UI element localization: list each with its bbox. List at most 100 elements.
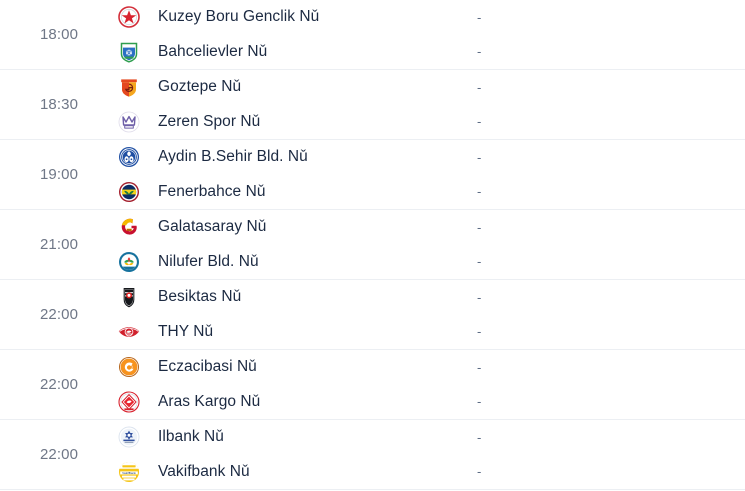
scores-cell: --: [473, 140, 745, 209]
match-time: 22:00: [39, 446, 79, 463]
away-team-name[interactable]: Bahcelievler Nǔ: [158, 42, 268, 60]
fixture-row[interactable]: 18:00 Kuzey Boru Genclik Nǔ Bahcelievler…: [0, 0, 745, 70]
home-score-line: -: [473, 0, 745, 35]
scores-cell: --: [473, 70, 745, 139]
teams-cell: Besiktas Nǔ THY Nǔ: [118, 280, 473, 349]
match-time: 21:00: [39, 236, 79, 253]
away-team-line[interactable]: Nilufer Bld. Nǔ: [118, 245, 473, 280]
fixture-row[interactable]: 19:00 Aydin B.Sehir Bld. Nǔ Fenerbahce N…: [0, 140, 745, 210]
home-score-line: -: [473, 280, 745, 315]
home-score-line: -: [473, 350, 745, 385]
scores-cell: --: [473, 350, 745, 419]
scores-cell: --: [473, 0, 745, 69]
fixture-row[interactable]: 22:00 Besiktas Nǔ THY Nǔ - -: [0, 280, 745, 350]
away-team-line[interactable]: VakifBank Vakifbank Nǔ: [118, 455, 473, 490]
home-team-name[interactable]: Eczacibasi Nǔ: [158, 358, 257, 376]
teams-cell: Goztepe Nǔ Zeren Spor Nǔ: [118, 70, 473, 139]
home-team-name[interactable]: Aydin B.Sehir Bld. Nǔ: [158, 148, 308, 166]
fixture-row[interactable]: 18:30 Goztepe Nǔ Zeren Spor Nǔ - -: [0, 70, 745, 140]
away-team-name[interactable]: Nilufer Bld. Nǔ: [158, 252, 259, 270]
aras-kargo-logo: [118, 391, 140, 413]
away-team-line[interactable]: Aras Kargo Nǔ: [118, 385, 473, 420]
away-team-name[interactable]: Vakifbank Nǔ: [158, 462, 250, 480]
home-score-line: -: [473, 420, 745, 455]
away-score-line: -: [473, 35, 745, 70]
home-team-line[interactable]: Galatasaray Nǔ: [118, 210, 473, 245]
home-score: -: [477, 149, 482, 165]
home-score-line: -: [473, 70, 745, 105]
zeren-spor-logo: [118, 111, 140, 133]
scores-cell: --: [473, 420, 745, 489]
scores-cell: --: [473, 210, 745, 279]
fixture-row[interactable]: 22:00 Eczacibasi Nǔ Aras Kargo Nǔ - -: [0, 350, 745, 420]
away-score: -: [477, 254, 482, 270]
away-score: -: [477, 44, 482, 60]
away-score-line: -: [473, 245, 745, 280]
galatasaray-logo: [118, 216, 140, 238]
away-team-name[interactable]: Zeren Spor Nǔ: [158, 112, 261, 130]
home-team-line[interactable]: Kuzey Boru Genclik Nǔ: [118, 0, 473, 35]
teams-cell: Galatasaray Nǔ Nilufer Bld. Nǔ: [118, 210, 473, 279]
teams-cell: Ilbank Nǔ VakifBank Vakifbank Nǔ: [118, 420, 473, 489]
away-score-line: -: [473, 385, 745, 420]
home-score-line: -: [473, 210, 745, 245]
home-score: -: [477, 289, 482, 305]
away-score-line: -: [473, 105, 745, 140]
home-team-line[interactable]: Eczacibasi Nǔ: [118, 350, 473, 385]
home-team-name[interactable]: Goztepe Nǔ: [158, 78, 242, 96]
thy-logo: [118, 321, 140, 343]
teams-cell: Aydin B.Sehir Bld. Nǔ Fenerbahce Nǔ: [118, 140, 473, 209]
home-team-line[interactable]: Goztepe Nǔ: [118, 70, 473, 105]
home-team-name[interactable]: Besiktas Nǔ: [158, 288, 242, 306]
home-team-line[interactable]: Besiktas Nǔ: [118, 280, 473, 315]
match-time: 22:00: [39, 306, 79, 323]
away-team-name[interactable]: Fenerbahce Nǔ: [158, 182, 266, 200]
away-team-name[interactable]: Aras Kargo Nǔ: [158, 392, 261, 410]
home-score-line: -: [473, 140, 745, 175]
fenerbahce-logo: [118, 181, 140, 203]
eczacibasi-logo: [118, 356, 140, 378]
match-time: 22:00: [39, 376, 79, 393]
besiktas-logo: [118, 286, 140, 308]
match-time: 18:00: [39, 26, 79, 43]
away-score: -: [477, 394, 482, 410]
away-score-line: -: [473, 455, 745, 490]
away-score-line: -: [473, 175, 745, 210]
home-score: -: [477, 9, 482, 25]
bahcelievler-logo: [118, 41, 140, 63]
ilbank-logo: [118, 426, 140, 448]
svg-text:VakifBank: VakifBank: [122, 471, 136, 475]
teams-cell: Eczacibasi Nǔ Aras Kargo Nǔ: [118, 350, 473, 419]
goztepe-logo: [118, 76, 140, 98]
home-team-line[interactable]: Ilbank Nǔ: [118, 420, 473, 455]
away-team-line[interactable]: Bahcelievler Nǔ: [118, 35, 473, 70]
home-score: -: [477, 429, 482, 445]
home-score: -: [477, 219, 482, 235]
away-score: -: [477, 464, 482, 480]
away-team-name[interactable]: THY Nǔ: [158, 322, 214, 340]
home-score: -: [477, 79, 482, 95]
nilufer-bld-logo: [118, 251, 140, 273]
vakifbank-logo: VakifBank: [118, 461, 140, 483]
away-team-line[interactable]: Fenerbahce Nǔ: [118, 175, 473, 210]
home-team-name[interactable]: Kuzey Boru Genclik Nǔ: [158, 8, 320, 26]
aydin-bsehir-bld-logo: [118, 146, 140, 168]
match-time: 19:00: [39, 166, 79, 183]
kuzey-boru-genclik-logo: [118, 6, 140, 29]
home-team-name[interactable]: Ilbank Nǔ: [158, 428, 224, 446]
away-team-line[interactable]: Zeren Spor Nǔ: [118, 105, 473, 140]
scores-cell: --: [473, 280, 745, 349]
match-time: 18:30: [39, 96, 79, 113]
away-score-line: -: [473, 315, 745, 350]
away-score: -: [477, 324, 482, 340]
away-score: -: [477, 184, 482, 200]
fixture-row[interactable]: 21:00 Galatasaray Nǔ Nilufer Bld. Nǔ - -: [0, 210, 745, 280]
home-team-name[interactable]: Galatasaray Nǔ: [158, 218, 267, 236]
home-score: -: [477, 359, 482, 375]
away-team-line[interactable]: THY Nǔ: [118, 315, 473, 350]
home-team-line[interactable]: Aydin B.Sehir Bld. Nǔ: [118, 140, 473, 175]
away-score: -: [477, 114, 482, 130]
teams-cell: Kuzey Boru Genclik Nǔ Bahcelievler Nǔ: [118, 0, 473, 69]
fixture-row[interactable]: 22:00 Ilbank Nǔ VakifBank Vakifbank Nǔ - -: [0, 420, 745, 490]
